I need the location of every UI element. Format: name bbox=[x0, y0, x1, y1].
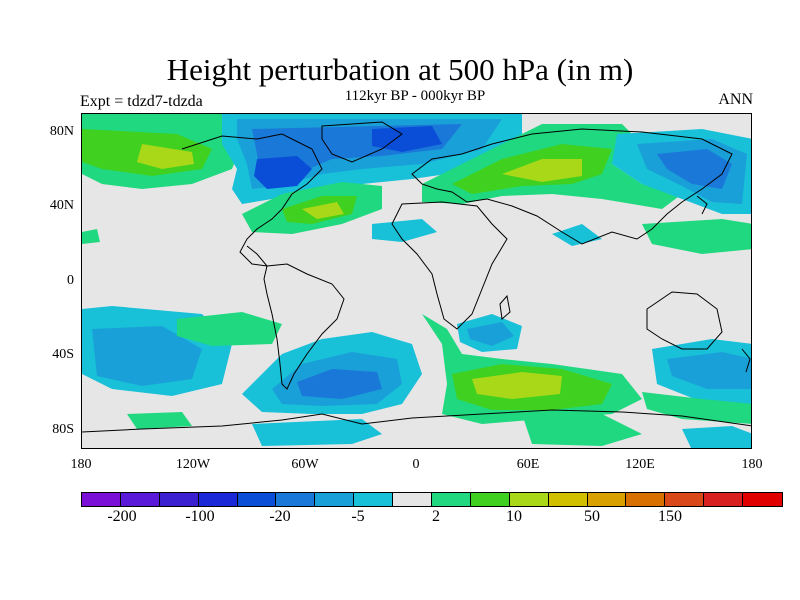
contour-negative-indian-mid bbox=[467, 322, 514, 346]
lon-label-120e: 120E bbox=[625, 457, 655, 472]
lon-label-180e: 180 bbox=[741, 457, 763, 472]
colorbar-cell bbox=[120, 493, 160, 506]
colorbar-cell bbox=[354, 493, 394, 506]
contour-negative-arctic-core bbox=[372, 126, 442, 152]
contour-negative-siberia-strong bbox=[657, 149, 732, 189]
lat-label-80s: 80S bbox=[52, 422, 74, 437]
coast-africa bbox=[391, 201, 508, 330]
experiment-label: Expt = tdzd7-tdzda bbox=[80, 93, 203, 110]
colorbar-label: 2 bbox=[432, 508, 440, 525]
lon-label-180w: 180 bbox=[70, 457, 92, 472]
colorbar-label: 50 bbox=[584, 508, 600, 525]
lon-label-60w: 60W bbox=[291, 457, 319, 472]
contour-negative-atlantic-tropic bbox=[372, 219, 437, 242]
coast-madagascar bbox=[499, 294, 511, 320]
colorbar-cell bbox=[470, 493, 510, 506]
contour-positive-sh-indian-peak bbox=[472, 372, 562, 399]
lon-label-120w: 120W bbox=[175, 457, 211, 472]
colorbar-cell bbox=[548, 493, 588, 506]
lat-label-40n: 40N bbox=[49, 198, 74, 213]
contour-field bbox=[82, 114, 751, 448]
colorbar-cell bbox=[665, 493, 705, 506]
colorbar-label: -5 bbox=[351, 508, 365, 525]
colorbar-cell bbox=[276, 493, 316, 506]
colorbar-label: 150 bbox=[658, 508, 682, 525]
lat-label-0: 0 bbox=[67, 273, 74, 288]
contour-positive-antarctic bbox=[522, 414, 642, 446]
colorbar bbox=[81, 492, 784, 507]
coastlines bbox=[82, 121, 751, 433]
colorbar-cell bbox=[432, 493, 471, 506]
contour-positive-sh-tasman bbox=[642, 392, 751, 424]
colorbar-cell bbox=[82, 493, 121, 506]
colorbar-label: -200 bbox=[107, 508, 137, 525]
colorbar-cell bbox=[315, 493, 355, 506]
colorbar-cell bbox=[237, 493, 277, 506]
colorbar-cell bbox=[587, 493, 627, 506]
coast-new-zealand bbox=[741, 348, 751, 373]
lon-label-60e: 60E bbox=[516, 457, 540, 472]
contour-negative-sh-eastpacific-mid bbox=[667, 352, 751, 389]
contour-positive-sh-southpacific bbox=[127, 412, 192, 429]
contour-negative-sh-atlantic-strong bbox=[297, 369, 382, 399]
contour-negative-antarctic-west bbox=[252, 419, 382, 446]
coast-australia bbox=[646, 291, 723, 350]
coast-eurasia bbox=[411, 128, 733, 245]
coast-north-america bbox=[181, 133, 323, 267]
lon-label-0: 0 bbox=[412, 457, 420, 472]
colorbar-cell bbox=[704, 493, 744, 506]
contour-positive-sh-west bbox=[177, 312, 282, 346]
coast-antarctica bbox=[82, 409, 751, 433]
contour-positive-tropics-pacific bbox=[642, 219, 751, 254]
colorbar-cell bbox=[743, 493, 783, 506]
season-label: ANN bbox=[718, 91, 753, 108]
colorbar-cell bbox=[509, 493, 549, 506]
map-title: Height perturbation at 500 hPa (in m) bbox=[166, 52, 634, 87]
coast-greenland bbox=[321, 121, 403, 163]
contour-positive-eurasia-peak bbox=[502, 159, 582, 182]
map-panel bbox=[81, 113, 752, 449]
colorbar-cell bbox=[198, 493, 238, 506]
map-subtitle: 112kyr BP - 000kyr BP bbox=[344, 88, 486, 104]
colorbar-cell bbox=[159, 493, 199, 506]
lat-label-80n: 80N bbox=[49, 124, 74, 139]
colorbar-label: 10 bbox=[506, 508, 522, 525]
coast-japan bbox=[696, 195, 708, 215]
coast-south-america bbox=[263, 263, 345, 390]
contour-negative-antarctic-east bbox=[682, 426, 751, 448]
contour-negative-sh-pacific-mid bbox=[92, 326, 202, 386]
contour-positive-tropics-west bbox=[82, 229, 100, 244]
contour-positive-arctic-west-peak bbox=[137, 144, 194, 169]
contour-negative-indian-small bbox=[552, 224, 602, 246]
colorbar-cell bbox=[393, 493, 433, 506]
lat-label-40s: 40S bbox=[52, 347, 74, 362]
colorbar-label: -20 bbox=[269, 508, 291, 525]
colorbar-label: -100 bbox=[185, 508, 215, 525]
colorbar-cell bbox=[626, 493, 666, 506]
contour-negative-northamerica-core bbox=[254, 156, 312, 189]
contour-positive-atlantic-peak bbox=[302, 202, 344, 219]
